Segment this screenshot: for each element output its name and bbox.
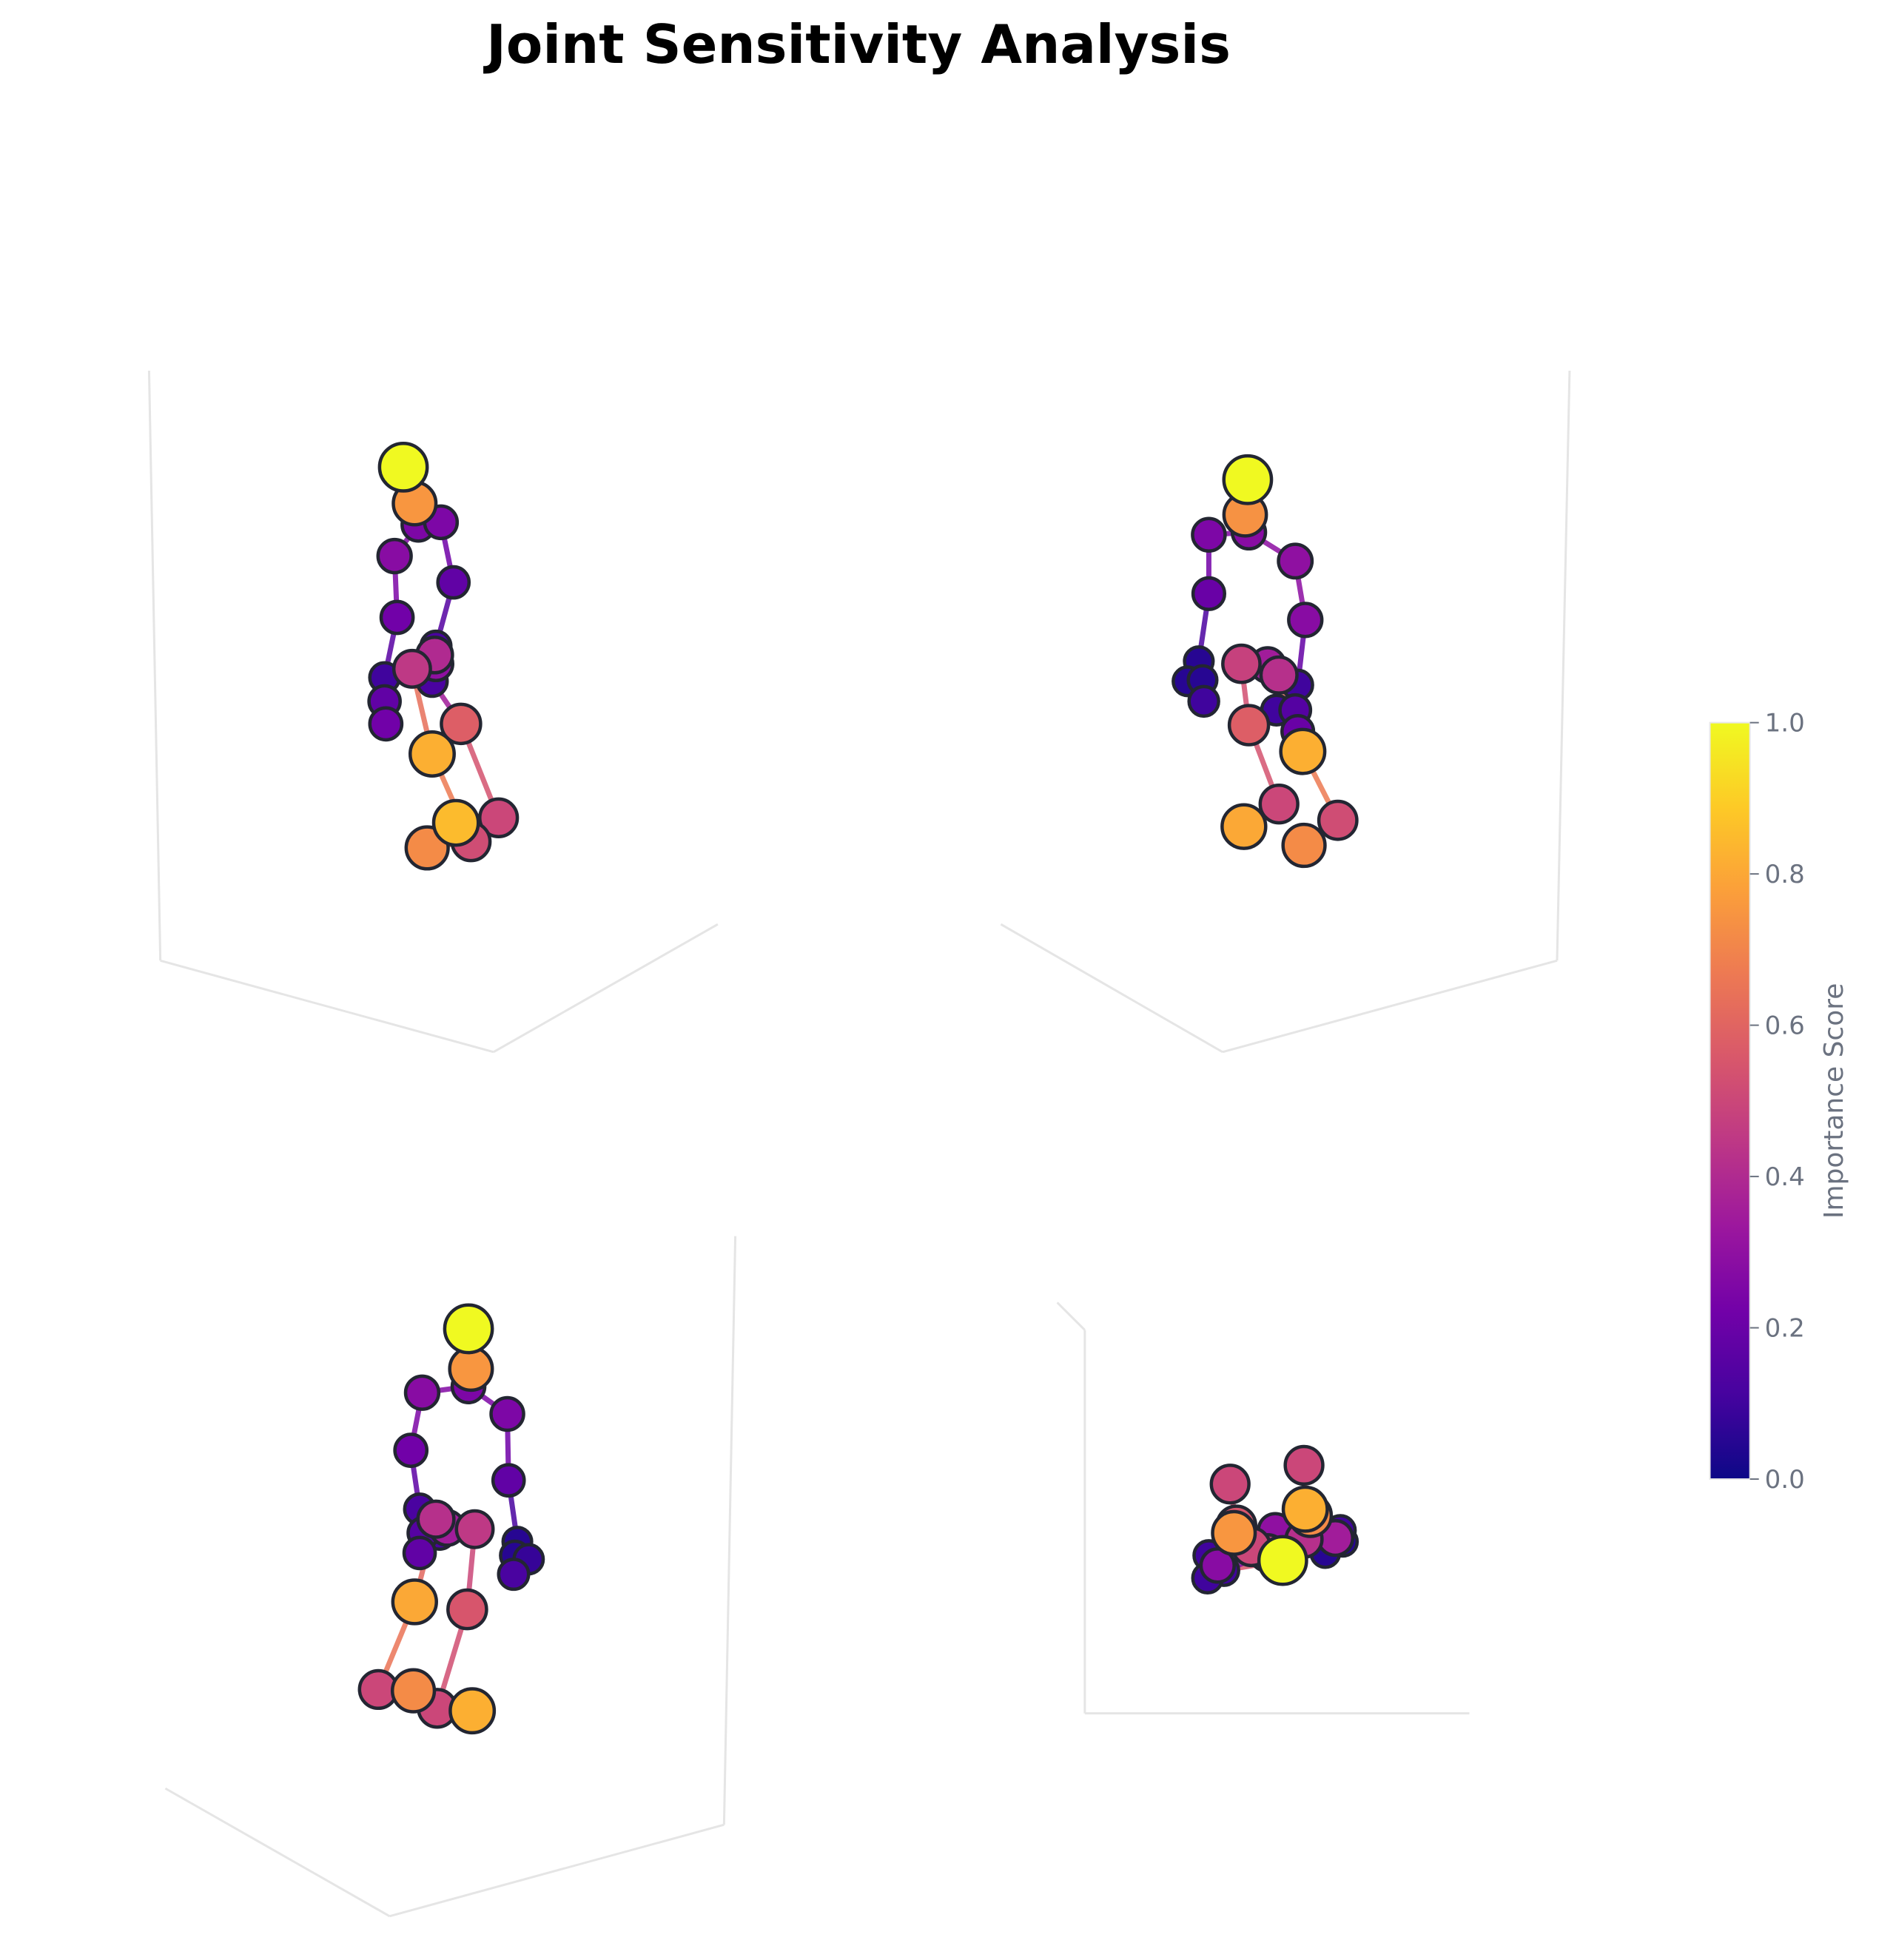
joint-point [491,1463,526,1498]
joint-point [1258,784,1300,825]
joint-point [390,1668,437,1714]
colorbar-gradient [1709,721,1751,1481]
joint-point [1287,602,1324,639]
joint-point [1222,454,1274,505]
joint-point [454,1509,495,1549]
joint-point [1191,576,1227,611]
axis-frame-line [1000,923,1223,1054]
joint-point [391,1578,438,1626]
colorbar-tick-label: 0.0 [1765,1465,1805,1495]
joint-point [446,1588,488,1631]
joint-point [377,441,429,493]
joint-point [391,648,432,689]
joint-point [440,702,483,746]
joint-point [1277,542,1314,580]
joint-point [1281,822,1327,869]
axis-frame-line [493,923,719,1054]
panels [357,441,1359,1735]
joint-point [403,1374,441,1411]
axis-frame-line [164,1787,391,1918]
joint-point [448,1687,497,1735]
joint-point [1283,1444,1325,1486]
joint-point [497,1557,531,1592]
joint-point [379,599,415,636]
joint-point [1227,704,1271,747]
joint-point [402,1535,437,1571]
skeleton-panel-1 [367,441,520,871]
axis-frame-line [722,1236,737,1825]
joint-point [376,537,413,575]
joint-point [416,1499,456,1539]
axis-frame-line [1222,959,1558,1054]
joint-point [368,706,404,742]
joint-point [1257,1535,1308,1586]
joint-point [393,1432,429,1468]
axis-frame-line [160,959,494,1054]
joint-point [1221,643,1262,684]
joint-point [436,565,471,600]
joint-point [478,797,520,838]
skeleton-panel-4 [1191,1444,1359,1594]
joint-point [1281,1485,1329,1533]
axis-frame-line [1556,370,1571,961]
colorbar-tick-label: 0.6 [1765,1011,1805,1041]
joint-point [1259,655,1299,695]
joint-point [489,1395,525,1432]
joint-point [1187,684,1220,718]
joint-point [408,730,456,778]
colorbar-tick-label: 0.8 [1765,860,1805,889]
colorbar-ticks: 0.0 0.2 0.4 0.6 0.8 1.0 [1749,709,1805,1495]
axis-frame-line [147,371,162,961]
joint-point [443,1303,494,1355]
joint-point [431,798,480,847]
axis-frame-line [389,1823,725,1918]
colorbar-tick-label: 0.4 [1765,1162,1805,1192]
axes-frames [147,370,1571,1918]
colorbar-tick-label: 0.2 [1765,1314,1805,1344]
joint-point [1317,799,1359,841]
colorbar: 0.0 0.2 0.4 0.6 0.8 1.0 Importance Score [1709,709,1849,1495]
colorbar-tick-label: 1.0 [1765,709,1805,738]
joint-point [1191,516,1227,553]
joint-point [1209,1464,1251,1505]
chart-title: Joint Sensitivity Analysis [486,13,1231,75]
axis-frame-line [1056,1301,1086,1331]
colorbar-label: Importance Score [1819,983,1849,1219]
joint-point [1211,1509,1257,1556]
joint-point [1220,803,1268,850]
joint-point [1279,727,1327,775]
skeleton-panel-3 [357,1303,545,1735]
skeleton-panel-2 [1172,454,1359,869]
